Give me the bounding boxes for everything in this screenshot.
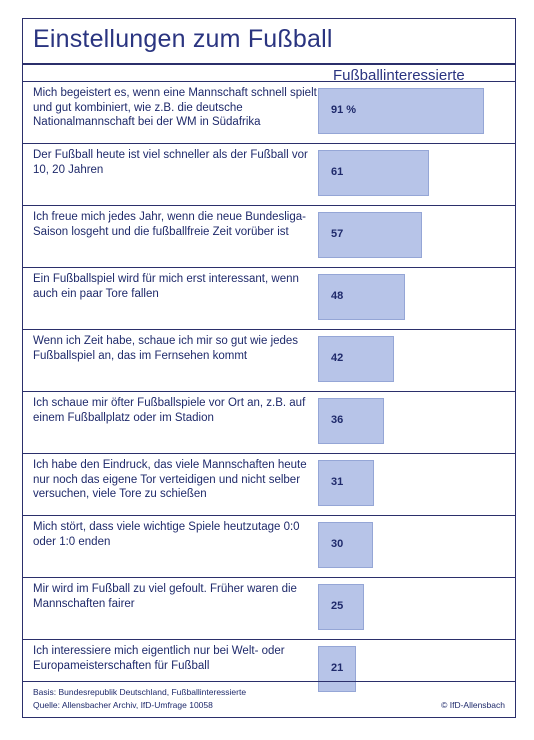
bar-value-label: 36	[331, 414, 344, 426]
bar: 61	[318, 150, 429, 196]
bar: 57	[318, 212, 422, 258]
category-label: Mich stört, dass viele wichtige Spiele h…	[33, 521, 300, 548]
footer-copyright: © IfD-Allensbach	[441, 700, 505, 710]
category-label: Ich interessiere mich eigentlich nur bei…	[33, 645, 285, 672]
table-row: Mich stört, dass viele wichtige Spiele h…	[23, 515, 515, 578]
bar-value-label: 91 %	[331, 104, 357, 116]
bar: 21	[318, 646, 356, 692]
footer-divider	[23, 681, 515, 682]
table-row: Ich freue mich jedes Jahr, wenn die neue…	[23, 205, 515, 268]
bar-value-label: 42	[331, 352, 344, 364]
bar: 30	[318, 522, 373, 568]
bar-value-label: 48	[331, 290, 344, 302]
category-label: Mir wird im Fußball zu viel gefoult. Frü…	[33, 583, 297, 610]
table-row: Ich schaue mir öfter Fußballspiele vor O…	[23, 391, 515, 454]
bar-value-label: 21	[331, 662, 344, 674]
table-row: Mir wird im Fußball zu viel gefoult. Frü…	[23, 577, 515, 640]
bar-value-label: 61	[331, 166, 344, 178]
category-label: Ich schaue mir öfter Fußballspiele vor O…	[33, 397, 306, 424]
bar: 48	[318, 274, 405, 320]
category-label: Der Fußball heute ist viel schneller als…	[33, 149, 308, 176]
category-label: Ich habe den Eindruck, das viele Mannsch…	[33, 459, 307, 500]
bar-value-label: 30	[331, 538, 344, 550]
bar: 36	[318, 398, 384, 444]
table-row: Der Fußball heute ist viel schneller als…	[23, 143, 515, 206]
footer-basis: Basis: Bundesrepublik Deutschland, Fußba…	[33, 687, 247, 697]
category-label: Ich freue mich jedes Jahr, wenn die neue…	[33, 211, 306, 238]
category-label: Ein Fußballspiel wird für mich erst inte…	[33, 273, 299, 300]
category-label: Mich begeistert es, wenn eine Mannschaft…	[33, 87, 317, 128]
series-column-header: Fußballinteressierte	[333, 67, 465, 84]
bar-value-label: 57	[331, 228, 344, 240]
title-divider	[23, 63, 515, 65]
chart-title: Einstellungen zum Fußball	[33, 25, 333, 53]
bar: 42	[318, 336, 394, 382]
category-label: Wenn ich Zeit habe, schaue ich mir so gu…	[33, 335, 299, 362]
bar: 25	[318, 584, 364, 630]
bar: 31	[318, 460, 374, 506]
bar: 91 %	[318, 88, 484, 134]
table-row: Wenn ich Zeit habe, schaue ich mir so gu…	[23, 329, 515, 392]
bar-value-label: 31	[331, 476, 344, 488]
table-row: Ich habe den Eindruck, das viele Mannsch…	[23, 453, 515, 516]
bar-value-label: 25	[331, 600, 344, 612]
table-row: Mich begeistert es, wenn eine Mannschaft…	[23, 81, 515, 144]
table-row: Ein Fußballspiel wird für mich erst inte…	[23, 267, 515, 330]
footer-source: Quelle: Allensbacher Archiv, IfD-Umfrage…	[33, 700, 213, 710]
chart-frame: Einstellungen zum Fußball Fußballinteres…	[22, 18, 516, 718]
table-row: Ich interessiere mich eigentlich nur bei…	[23, 639, 515, 702]
